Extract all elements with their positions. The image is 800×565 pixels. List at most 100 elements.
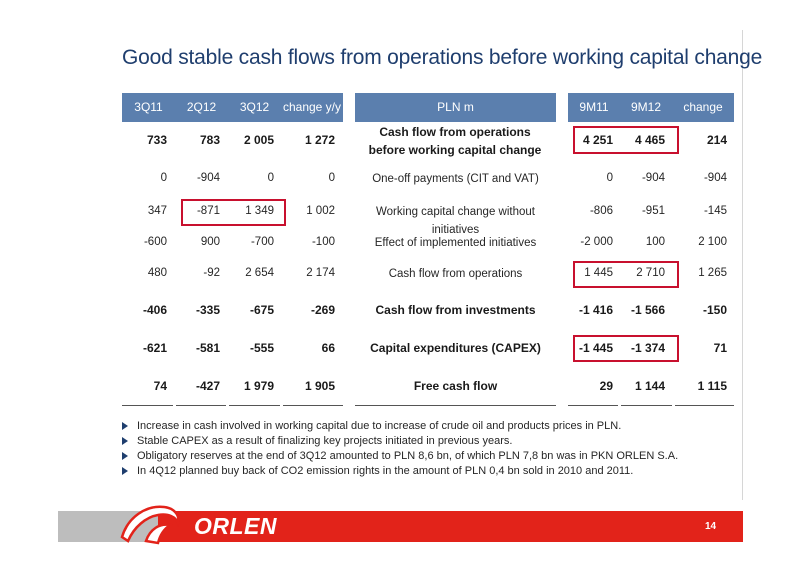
cell-2q12: -904 [196, 172, 220, 184]
cell-2q12: -871 [196, 205, 220, 217]
underline-3q12 [229, 405, 280, 406]
cell-9m11: 0 [606, 172, 613, 184]
cell-change: -145 [703, 205, 727, 217]
list-item: Increase in cash involved in working cap… [122, 419, 678, 434]
cell-3q11: 0 [160, 172, 167, 184]
cell-change-yy: 1 002 [306, 205, 335, 217]
cell-3q12: -700 [250, 236, 274, 248]
cell-2q12: -92 [203, 267, 220, 279]
row-label: Free cash flow [413, 379, 498, 393]
underline-change-yy [283, 405, 343, 406]
cell-9m12: 100 [645, 236, 665, 248]
header-9m11: 9M11 [579, 100, 609, 114]
cell-3q12: 2 654 [245, 267, 274, 279]
highlight-9m-cash-flow-operations [573, 261, 679, 288]
cell-change: 1 115 [697, 379, 727, 393]
cell-change: 1 265 [698, 267, 727, 279]
cell-3q12: 2 005 [243, 133, 274, 147]
underline-9m11 [568, 405, 618, 406]
cell-9m11: 29 [599, 379, 613, 393]
arrow-right-icon [122, 467, 128, 475]
row-label: Cash flow from investments [375, 303, 536, 317]
row-label: Cash flow from operations before working… [368, 125, 542, 157]
cell-9m12: 1 144 [634, 379, 665, 393]
cell-change: 214 [706, 133, 727, 147]
slide-right-rule [742, 30, 743, 500]
cell-3q11: 74 [153, 379, 167, 393]
cell-3q11: -406 [142, 303, 167, 317]
highlight-3q-working-capital [181, 199, 286, 226]
cell-9m12: -904 [641, 172, 665, 184]
header-right: 9M11 9M12 change [568, 93, 734, 122]
cell-2q12: 900 [200, 236, 220, 248]
list-item: In 4Q12 planned buy back of CO2 emission… [122, 464, 678, 479]
arrow-right-icon [122, 437, 128, 445]
cell-3q11: 347 [147, 205, 167, 217]
header-2q12: 2Q12 [186, 100, 217, 114]
cell-9m11: -1 445 [578, 341, 613, 355]
cell-3q12: -555 [249, 341, 274, 355]
cell-3q12: 0 [267, 172, 274, 184]
row-label: Effect of implemented initiatives [374, 237, 537, 249]
cell-9m11: -1 416 [578, 303, 613, 317]
cell-3q12: -675 [249, 303, 274, 317]
cell-3q11: -600 [143, 236, 167, 248]
cell-change: 2 100 [698, 236, 727, 248]
row-label: One-off payments (CIT and VAT) [372, 173, 539, 185]
orlen-eagle-logo-icon [120, 505, 180, 545]
cell-2q12: -427 [195, 379, 220, 393]
underline-9m12 [621, 405, 672, 406]
row-label: Working capital change without initiativ… [376, 206, 535, 236]
header-pln-m: PLN m [437, 100, 474, 114]
header-3q11: 3Q11 [134, 100, 163, 114]
cell-9m12: 4 465 [634, 133, 665, 147]
cell-9m11: 4 251 [582, 133, 613, 147]
cell-9m12: -1 374 [630, 341, 665, 355]
highlight-9m-cash-flow-before-wc [573, 126, 679, 154]
arrow-right-icon [122, 422, 128, 430]
header-change-yy: change y/y [282, 100, 342, 114]
cell-change-yy: -269 [310, 303, 335, 317]
highlight-9m-capex [573, 335, 679, 362]
cell-9m11: -2 000 [580, 236, 613, 248]
footer-bar-red [158, 511, 743, 542]
cell-3q11: 733 [146, 133, 167, 147]
underline-change [675, 405, 734, 406]
cell-change-yy: 1 272 [304, 133, 335, 147]
cell-change-yy: -100 [311, 236, 335, 248]
cell-9m12: 2 710 [636, 267, 665, 279]
cell-3q11: 480 [147, 267, 167, 279]
header-left: 3Q11 2Q12 3Q12 change y/y [122, 93, 343, 122]
cell-9m11: -806 [589, 205, 613, 217]
bullet-list: Increase in cash involved in working cap… [122, 419, 678, 479]
row-label: Capital expenditures (CAPEX) [370, 341, 541, 355]
page-number: 14 [705, 521, 717, 532]
cell-3q11: -621 [142, 341, 167, 355]
header-mid: PLN m [355, 93, 556, 122]
header-3q12: 3Q12 [239, 100, 270, 114]
header-9m12: 9M12 [630, 100, 662, 114]
cell-change-yy: 2 174 [306, 267, 335, 279]
underline-3q11 [122, 405, 173, 406]
cell-change: -904 [703, 172, 727, 184]
cell-2q12: -581 [195, 341, 220, 355]
orlen-logo-text: ORLEN [194, 513, 277, 539]
cell-change-yy: 0 [328, 172, 335, 184]
row-label: Cash flow from operations [388, 268, 523, 280]
cell-2q12: -335 [195, 303, 220, 317]
slide-title: Good stable cash flows from operations b… [122, 46, 763, 69]
list-item: Stable CAPEX as a result of finalizing k… [122, 434, 678, 449]
cell-3q12: 1 979 [243, 379, 274, 393]
cell-9m12: -1 566 [630, 303, 665, 317]
cell-change-yy: 1 905 [304, 379, 335, 393]
cell-2q12: 783 [199, 133, 220, 147]
cell-change: 71 [713, 341, 727, 355]
cell-9m12: -951 [641, 205, 665, 217]
cell-change: -150 [702, 303, 727, 317]
arrow-right-icon [122, 452, 128, 460]
cell-3q12: 1 349 [245, 205, 274, 217]
underline-label [355, 405, 556, 406]
cell-9m11: 1 445 [584, 267, 613, 279]
cell-change-yy: 66 [321, 341, 335, 355]
header-change: change [683, 100, 723, 114]
